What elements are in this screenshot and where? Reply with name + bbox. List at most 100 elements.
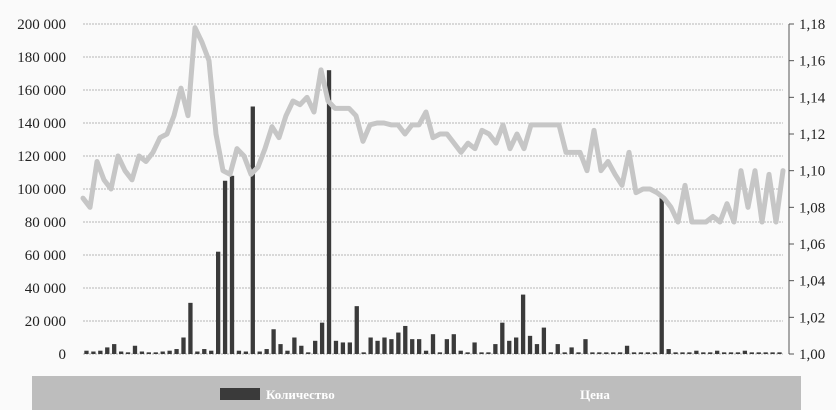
bar — [167, 350, 172, 354]
bar — [604, 352, 609, 354]
left-tick-label: 0 — [59, 347, 67, 363]
bar — [555, 344, 560, 354]
bar — [631, 352, 637, 354]
bar — [112, 344, 117, 354]
left-tick-label: 200 000 — [17, 17, 66, 33]
bar — [666, 349, 671, 354]
bar — [347, 342, 352, 354]
left-axis-ticks: 0 20 000 40 000 60 000 80 000 100 000 120 000 1… — [17, 17, 66, 363]
bar — [493, 344, 498, 354]
left-tick-label: 80 000 — [25, 215, 66, 231]
bar — [257, 351, 262, 354]
bar — [437, 352, 443, 354]
bar — [98, 350, 103, 354]
bar — [118, 351, 124, 354]
bar — [763, 352, 768, 354]
bar — [160, 351, 165, 354]
bar — [306, 352, 311, 354]
bar — [361, 352, 366, 354]
left-tick-label: 60 000 — [25, 248, 66, 264]
bar — [271, 329, 276, 354]
left-tick-label: 40 000 — [25, 281, 66, 297]
bar — [396, 332, 401, 354]
bar — [569, 347, 574, 354]
bar — [673, 352, 678, 354]
right-tick-label: 1,18 — [799, 17, 825, 33]
bar — [534, 344, 540, 354]
bar — [132, 345, 138, 354]
bar — [520, 294, 526, 354]
bar — [319, 322, 325, 354]
legend: Количество Цена — [32, 376, 801, 410]
left-tick-label: 180 000 — [17, 50, 66, 66]
bar — [749, 352, 754, 354]
left-tick-label: 100 000 — [17, 182, 66, 198]
bar — [770, 352, 775, 354]
bar — [680, 352, 685, 354]
bar — [354, 306, 359, 354]
bar — [756, 352, 761, 354]
bar — [472, 342, 477, 354]
bar — [278, 344, 283, 354]
legend-band — [32, 376, 801, 410]
bar — [500, 322, 505, 354]
right-tick-label: 1,12 — [799, 127, 825, 143]
bar — [541, 327, 547, 354]
left-tick-label: 140 000 — [17, 116, 66, 132]
bar — [236, 350, 242, 354]
bar — [285, 350, 290, 354]
bar — [430, 334, 436, 354]
bar — [735, 352, 741, 354]
right-tick-label: 1,10 — [799, 164, 825, 180]
bar — [611, 352, 616, 354]
bar — [624, 345, 630, 354]
bar — [687, 352, 692, 354]
legend-label-line: Цена — [580, 387, 610, 402]
legend-swatch-bars — [220, 388, 260, 400]
price-line — [80, 25, 786, 225]
price-line-series — [80, 25, 786, 225]
bar — [527, 335, 533, 354]
bar — [576, 352, 581, 354]
left-tick-label: 160 000 — [17, 83, 66, 99]
right-tick-label: 1,00 — [799, 347, 825, 363]
right-tick-label: 1,06 — [799, 237, 826, 253]
bar — [202, 349, 207, 354]
bar — [243, 351, 249, 354]
bar — [229, 175, 235, 354]
bar — [562, 352, 567, 354]
bar — [410, 339, 415, 354]
bar — [313, 340, 318, 354]
bar — [216, 251, 221, 354]
right-axis-ticks: 1,00 1,02 1,04 1,06 1,08 1,10 1,12 1,14 1,16 1,18 — [788, 17, 826, 363]
bar — [146, 352, 151, 354]
bars-series — [84, 70, 782, 354]
right-tick-label: 1,04 — [799, 274, 826, 290]
bar — [299, 345, 304, 354]
bar — [548, 352, 553, 354]
bar — [174, 349, 179, 354]
right-tick-label: 1,08 — [799, 200, 825, 216]
bar — [375, 340, 380, 354]
bar — [153, 352, 158, 354]
bar — [333, 340, 339, 354]
bar — [91, 351, 96, 354]
bar — [721, 352, 727, 354]
bar — [368, 337, 373, 354]
bar — [645, 352, 650, 354]
bar — [264, 349, 269, 354]
right-tick-label: 1,14 — [799, 90, 826, 106]
legend-label-bars: Количество — [266, 387, 335, 402]
bar — [652, 352, 657, 354]
bar — [84, 350, 89, 354]
bar — [105, 347, 110, 354]
bar — [617, 352, 623, 354]
bar — [659, 195, 664, 354]
bar — [777, 352, 782, 354]
bar — [423, 350, 429, 354]
bar — [590, 352, 595, 354]
right-tick-label: 1,02 — [799, 310, 825, 326]
bar — [403, 325, 408, 354]
bar — [638, 352, 644, 354]
bar — [451, 334, 456, 354]
